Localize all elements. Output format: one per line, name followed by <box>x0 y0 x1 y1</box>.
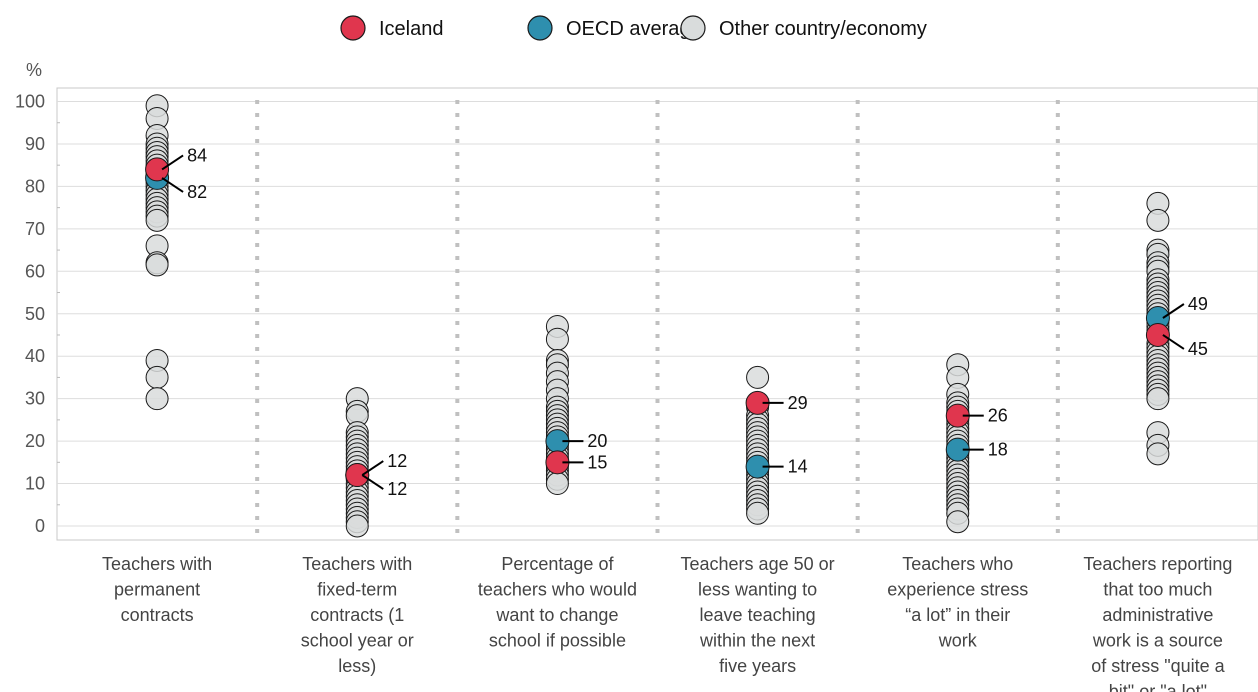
iceland-point <box>345 463 370 488</box>
y-tick-label: 100 <box>15 92 45 112</box>
y-tick-label: 20 <box>25 431 45 451</box>
legend-label: Other country/economy <box>719 18 927 40</box>
y-tick-label: 80 <box>25 176 45 196</box>
x-category-label: Teachers reporting that too much administr… <box>1083 554 1232 692</box>
plot-area: 0 10 20 30 40 50 60 70 80 90 100 Teachers with perma… <box>15 87 1258 692</box>
other-country-point <box>1146 442 1170 466</box>
oecd-average-data-label: 49 <box>1188 294 1208 314</box>
iceland-data-label: 26 <box>988 406 1008 426</box>
y-tick-label: 90 <box>25 134 45 154</box>
y-tick-label: 10 <box>25 474 45 494</box>
other-country-point <box>946 510 970 534</box>
iceland-data-label: 15 <box>587 452 607 472</box>
legend-marker <box>340 15 366 41</box>
legend: Iceland OECD average Other country/economy <box>340 15 927 41</box>
oecd-average-label-leader <box>361 460 384 476</box>
legend-label: Iceland <box>379 18 444 40</box>
x-category-label: Teachers with permanent contracts <box>102 554 212 625</box>
y-tick-label: 50 <box>25 304 45 324</box>
x-category-label: Teachers who experience stress “a lot” in … <box>887 554 1028 651</box>
x-category-label: Teachers with fixed-term contracts (1 schoo… <box>301 554 414 676</box>
iceland-data-label: 45 <box>1188 339 1208 359</box>
legend-marker <box>680 15 706 41</box>
y-tick-label: 70 <box>25 219 45 239</box>
other-country-point <box>1146 387 1170 411</box>
iceland-data-label: 84 <box>187 145 207 165</box>
other-country-point <box>345 514 369 538</box>
oecd-average-data-label: 14 <box>788 457 808 477</box>
y-axis-label: % <box>26 60 42 80</box>
y-tick-label: 0 <box>35 516 45 536</box>
legend-label: OECD average <box>566 18 702 40</box>
other-country-point <box>1146 208 1170 232</box>
iceland-point <box>1145 322 1170 347</box>
iceland-data-label: 12 <box>387 479 407 499</box>
other-country-point <box>746 365 770 389</box>
other-country-point <box>145 208 169 232</box>
iceland-label-leader <box>361 474 384 490</box>
other-country-point <box>145 387 169 411</box>
oecd-average-label-leader <box>161 177 184 193</box>
iceland-label-leader <box>1162 334 1185 350</box>
oecd-average-data-label: 82 <box>187 182 207 202</box>
other-country-point <box>145 253 169 277</box>
oecd-average-label-leader <box>1162 303 1185 319</box>
other-country-point <box>545 327 569 351</box>
y-tick-label: 40 <box>25 346 45 366</box>
other-country-point <box>746 501 770 525</box>
other-country-point <box>545 472 569 496</box>
x-category-label: Teachers age 50 or less wanting to leave t… <box>681 554 835 676</box>
y-tick-label: 30 <box>25 389 45 409</box>
iceland-data-label: 29 <box>788 393 808 413</box>
legend-marker <box>527 15 553 41</box>
oecd-average-data-label: 20 <box>587 431 607 451</box>
x-category-label: Percentage of teachers who would want to c… <box>478 554 637 651</box>
other-country-point <box>145 365 169 389</box>
iceland-label-leader <box>161 154 184 171</box>
oecd-average-data-label: 18 <box>988 440 1008 460</box>
y-tick-label: 60 <box>25 261 45 281</box>
iceland-point <box>145 157 170 182</box>
oecd-average-data-label: 12 <box>387 451 407 471</box>
